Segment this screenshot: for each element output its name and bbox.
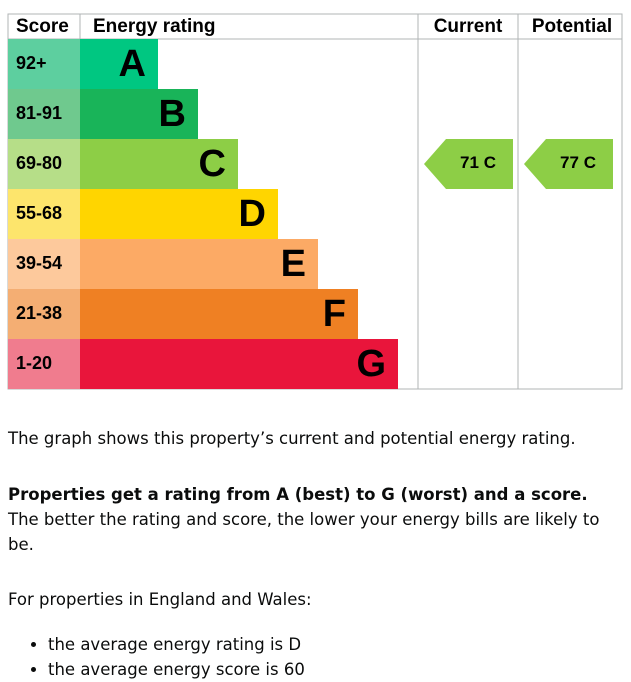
rating-arrow-label: 71 C [460, 153, 496, 172]
rating-arrow [524, 139, 613, 189]
rating-bar [80, 89, 198, 139]
header: Current [434, 16, 503, 37]
header: Score [16, 16, 69, 37]
score-label: 92+ [16, 53, 47, 73]
header: Energy rating [93, 16, 215, 37]
score-cell [8, 139, 80, 189]
score-cell [8, 89, 80, 139]
score-cell [8, 339, 80, 389]
rating-value: C [484, 153, 496, 172]
paragraph: Properties get a rating from A (best) to… [8, 482, 623, 557]
rating-letter: E [281, 243, 306, 285]
rating-bar [80, 239, 318, 289]
header: Potential [532, 16, 612, 37]
rating-value: C [584, 153, 596, 172]
rating-bar [80, 339, 398, 389]
rating-letter: D [239, 193, 266, 235]
text: The better the rating and score, the low… [8, 510, 600, 554]
bullet: the average energy rating is D [48, 632, 623, 657]
score-value: 71 [460, 153, 479, 172]
paragraph: For properties in England and Wales: [8, 590, 312, 609]
score-label: 69-80 [16, 153, 62, 173]
rating-letter: F [323, 293, 346, 335]
rating-bar [80, 289, 358, 339]
bold-text: Properties get a rating from A (best) to… [8, 485, 588, 504]
score-label: 81-91 [16, 103, 62, 123]
rating-arrow [424, 139, 513, 189]
score-cell [8, 39, 80, 89]
bullet: the average energy score is 60 [48, 657, 623, 682]
score-cell [8, 239, 80, 289]
description: The graph shows this property’s current … [8, 426, 623, 682]
score-label: 21-38 [16, 303, 62, 323]
rating-bar [80, 139, 238, 189]
rating-letter: G [356, 343, 386, 385]
score-label: 55-68 [16, 203, 62, 223]
rating-letter: C [199, 143, 226, 185]
score-value: 77 [560, 153, 579, 172]
score-label: 39-54 [16, 253, 62, 273]
rating-bar [80, 189, 278, 239]
rating-letter: B [159, 93, 186, 135]
score-cell [8, 289, 80, 339]
rating-arrow-label: 77 C [560, 153, 596, 172]
rating-letter: A [119, 43, 146, 85]
epc-chart: Score Energy rating Current Potential 92… [7, 13, 623, 390]
score-label: 1-20 [16, 353, 52, 373]
rating-bar [80, 39, 158, 89]
score-cell [8, 189, 80, 239]
bullet-list: the average energy rating is D the avera… [8, 632, 623, 682]
paragraph: The graph shows this property’s current … [8, 429, 576, 448]
